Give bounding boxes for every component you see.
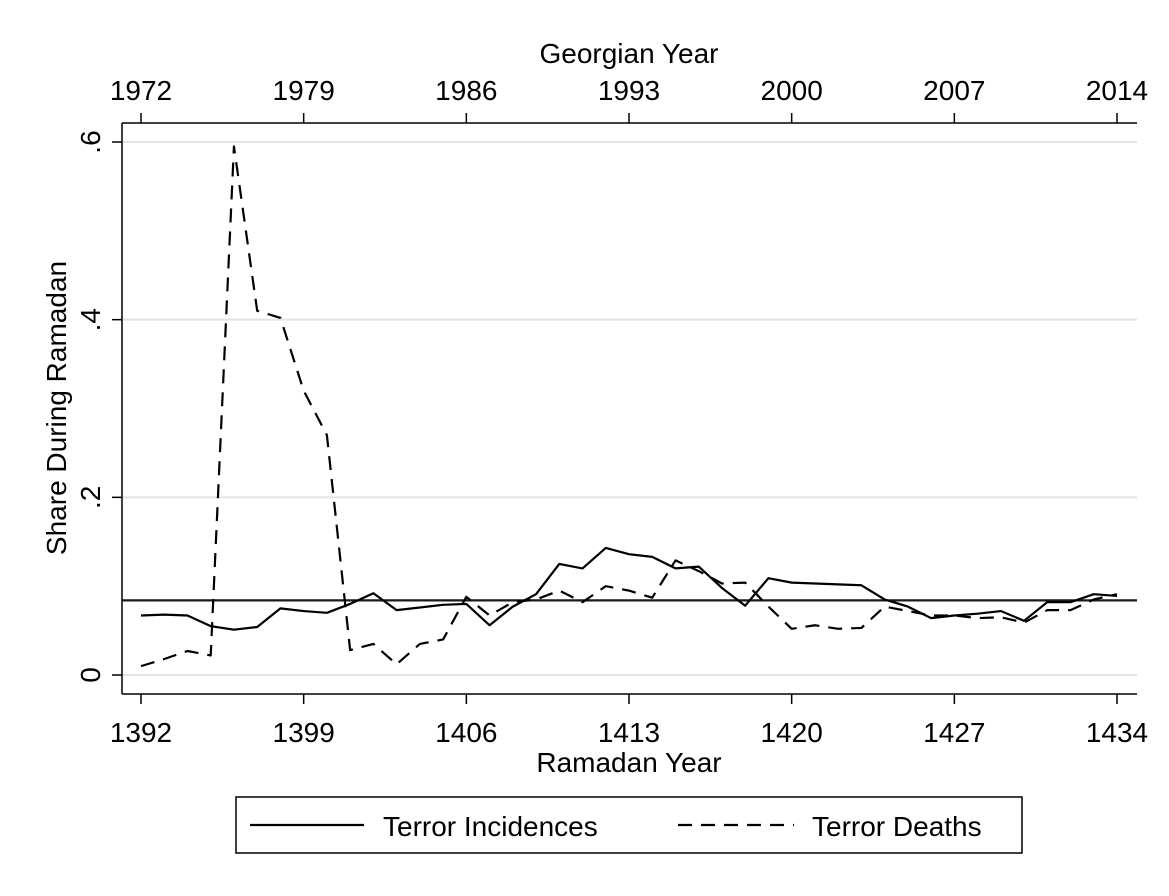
x2-tick-label-5: 2007 [923,75,985,106]
y-tick-label-1: .2 [75,486,106,509]
x2-tick-label-4: 2000 [761,75,823,106]
legend: Terror Incidences Terror Deaths [235,796,1023,854]
legend-label-terror-incidences: Terror Incidences [383,811,598,842]
series-layer [140,145,1118,668]
axes: 1392 1399 1406 1413 1420 1427 1434 1972 1979 1986… [75,75,1148,748]
x-tick-label-3: 1413 [598,717,660,748]
series-line-terror-incidences [140,546,1118,631]
y-tick-label-2: .4 [75,308,106,331]
x-tick-label-2: 1406 [435,717,497,748]
y-axis-title: Share During Ramadan [41,261,72,555]
x2-tick-label-2: 1986 [435,75,497,106]
series-line-terror-deaths [140,145,1118,668]
x-tick-label-5: 1427 [923,717,985,748]
top-axis-title: Georgian Year [539,38,718,69]
x2-tick-label-3: 1993 [598,75,660,106]
x2-tick-label-6: 2014 [1086,75,1148,106]
x-tick-label-6: 1434 [1086,717,1148,748]
y-tick-label-3: .6 [75,130,106,153]
gridlines [122,141,1137,676]
y-tick-label-0: 0 [75,667,106,683]
x-tick-label-0: 1392 [110,717,172,748]
x-tick-label-4: 1420 [761,717,823,748]
x2-tick-label-0: 1972 [110,75,172,106]
legend-label-terror-deaths: Terror Deaths [812,811,982,842]
x-axis-title: Ramadan Year [536,747,721,778]
legend-box [235,796,1023,854]
x2-tick-label-1: 1979 [273,75,335,106]
x-tick-label-1: 1399 [273,717,335,748]
